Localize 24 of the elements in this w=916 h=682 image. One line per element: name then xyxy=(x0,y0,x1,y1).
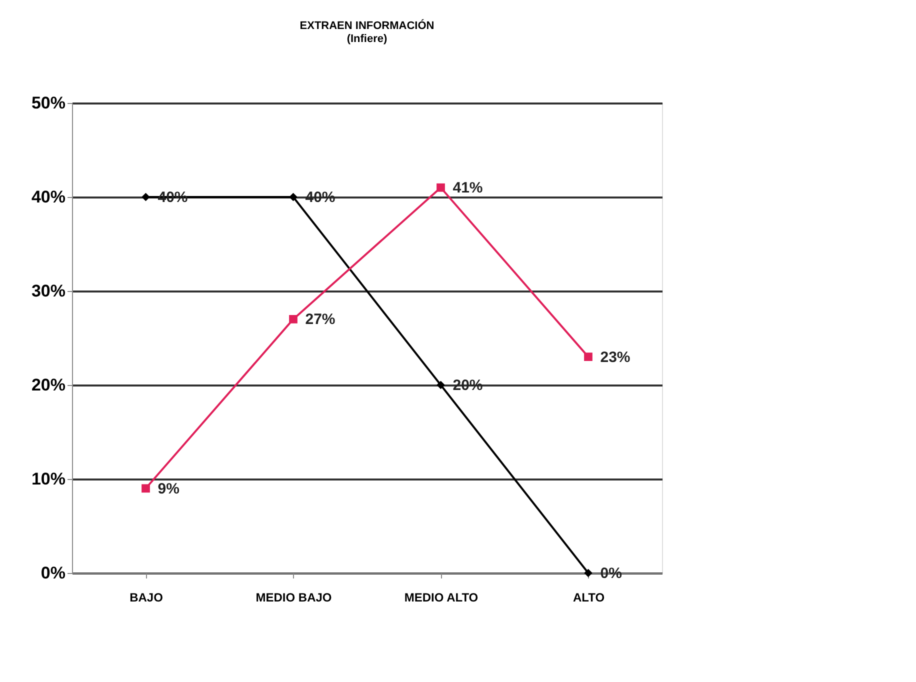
x-tick-label: ALTO xyxy=(572,590,605,604)
text: (Infiere) xyxy=(346,33,388,45)
y-tick-label: 30% xyxy=(31,282,66,300)
point xyxy=(142,192,150,202)
x-tick-label: BAJO xyxy=(130,590,163,604)
point xyxy=(142,484,150,493)
point xyxy=(584,568,592,578)
point xyxy=(436,380,445,390)
data-label: 41% xyxy=(452,180,483,197)
data-label: 27% xyxy=(305,311,336,328)
point xyxy=(436,183,445,192)
y-tick-label: 10% xyxy=(31,470,66,488)
data-label: 23% xyxy=(600,348,630,366)
y-tick-label: 50% xyxy=(31,94,66,112)
y-tick-label: 20% xyxy=(31,376,66,394)
point xyxy=(584,352,592,361)
x-tick-label: MEDIO ALTO xyxy=(404,590,478,604)
data-label: 9% xyxy=(158,480,180,498)
y-tick-label: 40% xyxy=(31,188,66,206)
point xyxy=(289,192,298,202)
y-tick-label: 0% xyxy=(40,564,66,582)
point xyxy=(289,315,298,324)
x-tick-label: MEDIO BAJO xyxy=(256,590,332,604)
text: EXTRAEN INFORMACIÓN xyxy=(300,20,434,32)
